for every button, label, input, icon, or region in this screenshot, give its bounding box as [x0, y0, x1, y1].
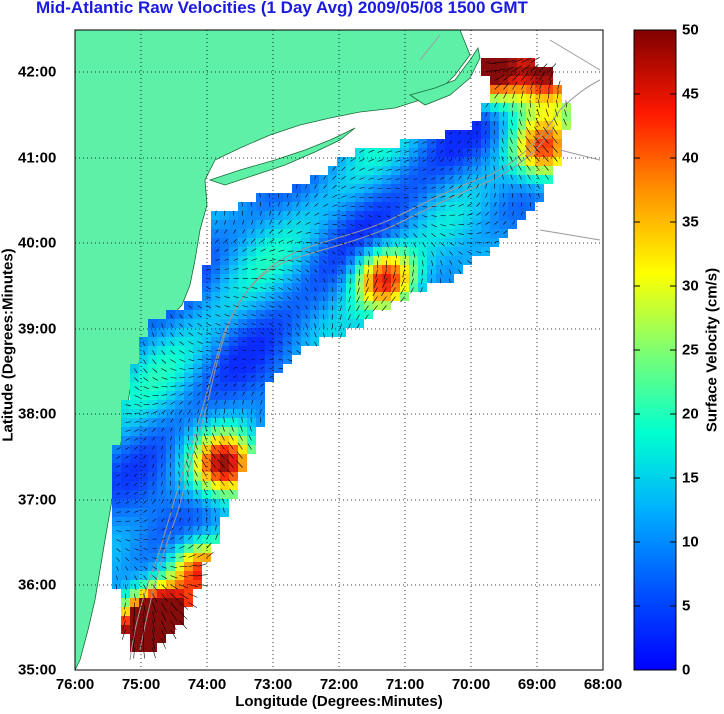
colorbar-tick: 35	[682, 213, 699, 231]
x-tick: 68:00	[583, 676, 623, 693]
x-tick: 75:00	[121, 676, 161, 693]
y-tick: 42:00	[18, 63, 57, 81]
velocity-vectors	[116, 57, 567, 659]
land-longisland	[208, 127, 356, 186]
colorbar-tick: 30	[682, 277, 699, 295]
x-tick: 72:00	[319, 676, 359, 693]
colorbar	[633, 29, 677, 671]
y-tick: 37:00	[18, 491, 57, 509]
colorbar-tick: 45	[682, 85, 699, 103]
x-tick: 76:00	[55, 676, 95, 693]
colorbar-tick: 10	[682, 533, 699, 551]
land-capecod	[409, 46, 481, 106]
colorbar-tick: 15	[682, 469, 699, 487]
y-tick: 38:00	[18, 405, 57, 423]
y-axis-label: Latitude (Degrees:Minutes)	[0, 248, 17, 442]
x-tick: 73:00	[253, 676, 293, 693]
x-axis-label: Longitude (Degrees:Minutes)	[235, 693, 443, 710]
y-tick: 35:00	[18, 661, 57, 679]
colorbar-tick: 0	[682, 661, 691, 679]
colorbar-tick: 40	[682, 149, 699, 167]
x-tick: 70:00	[451, 676, 491, 693]
colorbar-tick: 50	[682, 21, 699, 39]
y-tick: 41:00	[18, 149, 57, 167]
colorbar-tick: 20	[682, 405, 699, 423]
map-title: Mid-Atlantic Raw Velocities (1 Day Avg) …	[36, 0, 528, 17]
colorbar-label: Surface Velocity (cm/s)	[703, 267, 721, 433]
y-tick: 40:00	[18, 234, 57, 252]
x-tick: 74:00	[187, 676, 227, 693]
x-tick: 69:00	[517, 676, 557, 693]
land-mainland	[75, 30, 471, 670]
colorbar-tick: 5	[682, 597, 691, 615]
colorbar-tick: 25	[682, 341, 699, 359]
bathymetry-contours	[129, 34, 601, 661]
x-tick: 71:00	[385, 676, 425, 693]
y-tick: 36:00	[18, 576, 57, 594]
grid-lines	[75, 30, 603, 670]
y-tick: 39:00	[18, 320, 57, 338]
